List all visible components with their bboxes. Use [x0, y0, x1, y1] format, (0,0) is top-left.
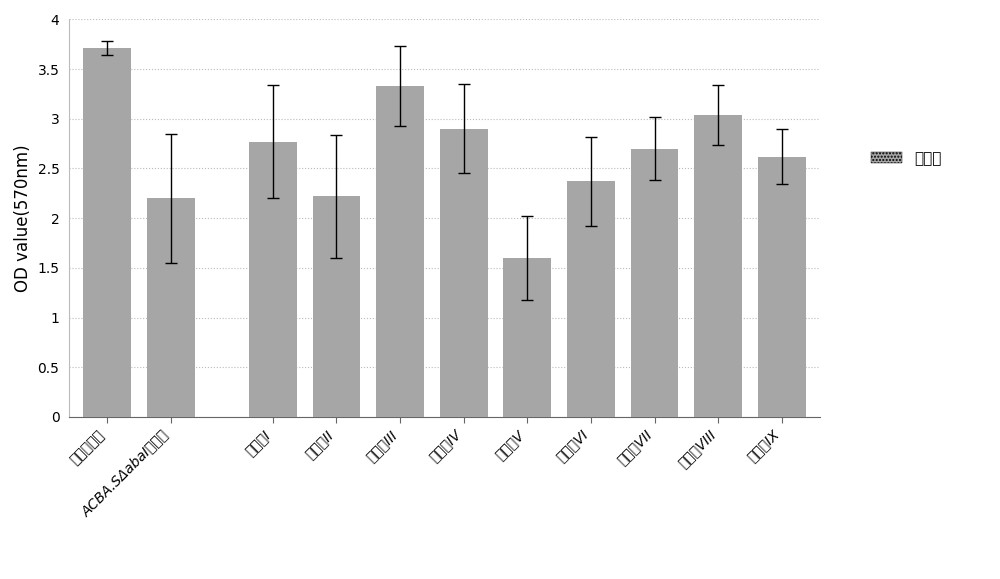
Bar	[631, 149, 678, 417]
Bar	[758, 156, 806, 417]
Y-axis label: OD value(570nm): OD value(570nm)	[14, 144, 32, 292]
Bar	[376, 86, 424, 417]
Bar	[147, 198, 195, 417]
Bar	[313, 196, 360, 417]
Legend: 平均值: 平均值	[865, 145, 948, 172]
Bar	[503, 258, 551, 417]
Bar	[249, 142, 297, 417]
Bar	[567, 181, 615, 417]
Bar	[694, 115, 742, 417]
Bar	[440, 129, 488, 417]
Bar	[83, 48, 131, 417]
